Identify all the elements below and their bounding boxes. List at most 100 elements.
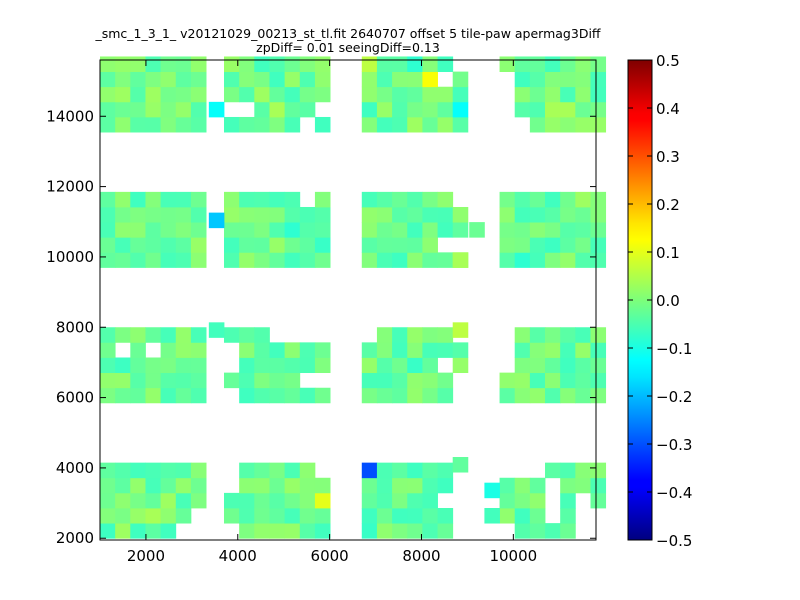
heatmap-cell bbox=[239, 191, 255, 208]
heatmap-cell bbox=[452, 222, 469, 238]
heatmap-cell bbox=[361, 56, 378, 72]
heatmap-cell bbox=[575, 342, 591, 358]
heatmap-cell bbox=[392, 327, 408, 343]
heatmap-cell bbox=[160, 342, 177, 358]
heatmap-cell bbox=[590, 357, 607, 374]
x-axis: 2000 4000 6000 8000 10000 bbox=[127, 60, 537, 565]
heatmap-cell bbox=[190, 252, 207, 268]
heatmap-cell bbox=[160, 86, 177, 103]
heatmap-cell bbox=[560, 327, 576, 343]
heatmap-cell bbox=[130, 477, 146, 494]
heatmap-cell bbox=[499, 477, 516, 494]
heatmap-cell bbox=[115, 86, 131, 103]
heatmap-cell bbox=[422, 492, 438, 509]
heatmap-cell bbox=[452, 357, 469, 374]
heatmap-cell bbox=[130, 71, 146, 88]
heatmap-cell bbox=[469, 222, 485, 238]
heatmap-cell bbox=[269, 462, 286, 479]
heatmap-cell bbox=[452, 322, 469, 338]
heatmap-cell bbox=[208, 101, 225, 118]
y-axis: 2000 4000 6000 8000 10000 12000 14000 bbox=[46, 107, 596, 547]
heatmap-cell bbox=[239, 327, 255, 343]
heatmap-cell bbox=[190, 222, 207, 238]
heatmap-cell bbox=[239, 523, 255, 539]
heatmap-cell bbox=[361, 372, 378, 389]
heatmap-cell bbox=[299, 56, 316, 72]
heatmap-cell bbox=[437, 477, 454, 494]
heatmap-cell bbox=[190, 56, 207, 72]
x-tick-label: 2000 bbox=[127, 547, 165, 565]
heatmap-cell bbox=[590, 222, 607, 238]
heatmap-cell bbox=[575, 237, 591, 253]
heatmap-cell bbox=[269, 387, 286, 404]
heatmap-cell bbox=[239, 222, 255, 238]
heatmap-cell bbox=[190, 477, 207, 494]
heatmap-cell bbox=[392, 206, 408, 223]
heatmap-cell bbox=[224, 252, 240, 268]
heatmap-cell bbox=[407, 116, 423, 133]
heatmap-cell bbox=[514, 222, 531, 238]
heatmap-cell bbox=[175, 206, 192, 223]
heatmap-cell bbox=[422, 71, 438, 88]
heatmap-cell bbox=[376, 237, 393, 253]
y-tick-label: 12000 bbox=[46, 178, 94, 196]
heatmap-cell bbox=[145, 191, 162, 208]
heatmap-cell bbox=[499, 206, 516, 223]
heatmap-cell bbox=[499, 222, 516, 238]
heatmap-cell bbox=[361, 508, 378, 524]
heatmap-cell bbox=[392, 372, 408, 389]
heatmap-cell bbox=[299, 523, 316, 539]
y-tick-label: 14000 bbox=[46, 107, 94, 125]
heatmap-cell bbox=[590, 101, 607, 118]
heatmap-cell bbox=[254, 387, 270, 404]
heatmap-cell bbox=[269, 191, 286, 208]
heatmap-cell bbox=[145, 327, 162, 343]
heatmap-cell bbox=[529, 508, 546, 524]
heatmap-cell bbox=[422, 101, 438, 118]
heatmap-cell bbox=[376, 357, 393, 374]
heatmap-cell bbox=[407, 191, 423, 208]
heatmap-cell bbox=[115, 237, 131, 253]
colorbar: 0.5 0.4 0.3 0.2 0.1 0.0 −0.1 −0.2 −0.3 −0.4 −0.5 bbox=[627, 52, 692, 550]
heatmap-cell bbox=[437, 462, 454, 479]
heatmap-cell bbox=[160, 462, 177, 479]
heatmap-cell bbox=[100, 252, 116, 268]
heatmap-cell bbox=[560, 387, 576, 404]
heatmap-cell bbox=[100, 387, 116, 404]
heatmap-cell bbox=[499, 191, 516, 208]
heatmap-cell bbox=[269, 56, 286, 72]
heatmap-cell bbox=[575, 191, 591, 208]
heatmap-cell bbox=[160, 387, 177, 404]
heatmap-cell bbox=[422, 523, 438, 539]
heatmap-cell bbox=[560, 252, 576, 268]
heatmap-cell bbox=[529, 222, 546, 238]
heatmap-cell bbox=[484, 482, 500, 499]
heatmap-cell bbox=[545, 462, 561, 479]
heatmap-cell bbox=[407, 222, 423, 238]
heatmap-cell bbox=[130, 342, 146, 358]
heatmap-cell bbox=[100, 116, 116, 133]
heatmap-cell bbox=[376, 523, 393, 539]
heatmap-cell bbox=[269, 101, 286, 118]
heatmap-cell bbox=[514, 492, 531, 509]
heatmap-cell bbox=[239, 492, 255, 509]
heatmap-cell bbox=[361, 237, 378, 253]
heatmap-cell bbox=[115, 508, 131, 524]
heatmap-cell bbox=[407, 372, 423, 389]
heatmap-cell bbox=[361, 357, 378, 374]
heatmap-cell bbox=[269, 508, 286, 524]
heatmap-cell bbox=[299, 462, 316, 479]
heatmap-cell bbox=[452, 116, 469, 133]
heatmap-cell bbox=[437, 523, 454, 539]
heatmap-cell bbox=[590, 327, 607, 343]
heatmap-cell bbox=[224, 191, 240, 208]
heatmap-cell bbox=[437, 372, 454, 389]
heatmap-cell bbox=[299, 252, 316, 268]
heatmap-cell bbox=[100, 206, 116, 223]
heatmap-cell bbox=[284, 222, 301, 238]
heatmap-cell bbox=[545, 206, 561, 223]
heatmap-cell bbox=[376, 206, 393, 223]
heatmap-cell bbox=[590, 462, 607, 479]
heatmap-cell bbox=[545, 327, 561, 343]
heatmap-cell bbox=[130, 56, 146, 72]
